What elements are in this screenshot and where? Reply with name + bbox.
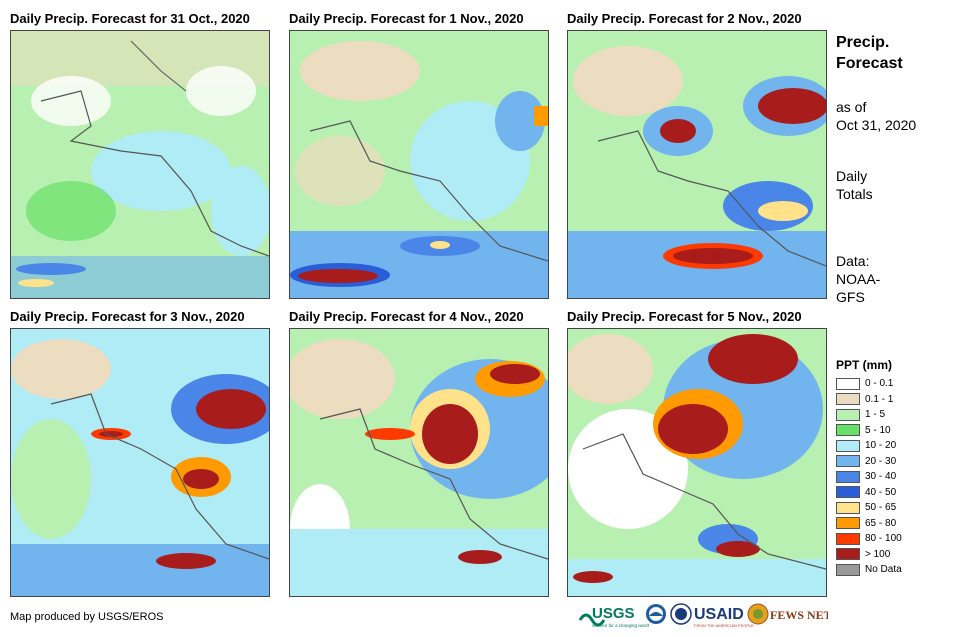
- legend-label: > 100: [865, 548, 891, 560]
- legend-swatch: [836, 393, 860, 406]
- legend-label: 30 - 40: [865, 471, 897, 483]
- legend-item: 80 - 100: [836, 531, 902, 547]
- legend-swatch: [836, 408, 860, 421]
- panel-title-nov5: Daily Precip. Forecast for 5 Nov., 2020: [567, 309, 802, 324]
- as-of-line2: Oct 31, 2020: [836, 117, 917, 133]
- legend-title: PPT (mm): [836, 358, 893, 372]
- map-panel-nov2: [567, 30, 827, 299]
- map-panel-oct31: [10, 30, 270, 299]
- svg-text:FEWS NET: FEWS NET: [770, 608, 828, 622]
- svg-text:USAID: USAID: [694, 606, 744, 623]
- svg-text:USGS: USGS: [592, 605, 635, 622]
- legend-label: 20 - 30: [865, 455, 897, 467]
- legend-label: 50 - 65: [865, 502, 897, 514]
- panel-title-nov2: Daily Precip. Forecast for 2 Nov., 2020: [567, 11, 802, 26]
- legend-swatch: [836, 377, 860, 390]
- usaid-seal: [670, 603, 692, 625]
- legend-swatch: [836, 517, 860, 530]
- as-of-line1: as of: [836, 99, 867, 115]
- legend-item: 0.1 - 1: [836, 392, 902, 408]
- map-panel-nov3: [10, 328, 270, 597]
- legend-swatch: [836, 424, 860, 437]
- legend-label: 40 - 50: [865, 486, 897, 498]
- legend-label: 5 - 10: [865, 424, 891, 436]
- legend-swatch: [836, 563, 860, 576]
- data-line3: GFS: [836, 289, 865, 305]
- usaid-logo: USAID FROM THE AMERICAN PEOPLE: [694, 606, 754, 628]
- legend-item: 0 - 0.1: [836, 376, 902, 392]
- svg-text:FROM THE AMERICAN PEOPLE: FROM THE AMERICAN PEOPLE: [694, 623, 754, 628]
- legend-swatch: [836, 439, 860, 452]
- legend-item: 5 - 10: [836, 423, 902, 439]
- legend-swatch: [836, 486, 860, 499]
- legend-swatch: [836, 470, 860, 483]
- legend-item: > 100: [836, 547, 902, 563]
- legend-label: 10 - 20: [865, 440, 897, 452]
- data-line1: Data:: [836, 253, 870, 269]
- map-panel-nov5: [567, 328, 827, 597]
- usgs-logo: USGS science for a changing world: [578, 605, 650, 628]
- panel-title-nov1: Daily Precip. Forecast for 1 Nov., 2020: [289, 11, 524, 26]
- legend-label: 80 - 100: [865, 533, 902, 545]
- credit-text: Map produced by USGS/EROS: [10, 611, 164, 623]
- legend-swatch: [836, 455, 860, 468]
- svg-text:science for a changing world: science for a changing world: [592, 623, 650, 628]
- legend-item: No Data: [836, 562, 902, 578]
- as-of-date: as of Oct 31, 2020: [836, 98, 916, 134]
- data-source: Data: NOAA- GFS: [836, 252, 880, 306]
- panel-title-oct31: Daily Precip. Forecast for 31 Oct., 2020: [10, 11, 250, 26]
- legend-item: 65 - 80: [836, 516, 902, 532]
- forecast-title: Precip. Forecast: [836, 32, 903, 74]
- legend-item: 50 - 65: [836, 500, 902, 516]
- legend-swatch: [836, 548, 860, 561]
- legend-label: 0 - 0.1: [865, 378, 894, 390]
- panel-title-nov3: Daily Precip. Forecast for 3 Nov., 2020: [10, 309, 245, 324]
- daily-totals: Daily Totals: [836, 167, 873, 203]
- noaa-logo: [646, 604, 666, 624]
- forecast-title-line2: Forecast: [836, 55, 903, 72]
- map-panel-nov1: [289, 30, 549, 299]
- legend-item: 20 - 30: [836, 454, 902, 470]
- legend-rows: 0 - 0.1 0.1 - 1 1 - 5 5 - 10 10 - 20 20 - 30 3…: [836, 376, 902, 578]
- daily-line2: Totals: [836, 186, 873, 202]
- legend-swatch: [836, 532, 860, 545]
- legend-label: 65 - 80: [865, 517, 897, 529]
- fewsnet-logo: FEWS NET: [747, 603, 832, 625]
- legend-label: 0.1 - 1: [865, 393, 894, 405]
- legend-item: 1 - 5: [836, 407, 902, 423]
- legend-label: 1 - 5: [865, 409, 886, 421]
- daily-line1: Daily: [836, 168, 868, 184]
- legend: PPT (mm) 0 - 0.1 0.1 - 1 1 - 5 5 - 10 10 - 2…: [836, 358, 902, 578]
- legend-label: No Data: [865, 564, 902, 576]
- legend-swatch: [836, 501, 860, 514]
- panel-title-nov4: Daily Precip. Forecast for 4 Nov., 2020: [289, 309, 524, 324]
- map-panel-nov4: [289, 328, 549, 597]
- forecast-title-line1: Precip.: [836, 34, 890, 51]
- data-line2: NOAA-: [836, 271, 881, 287]
- partner-logos: USGS science for a changing world USAID …: [578, 600, 832, 632]
- legend-item: 40 - 50: [836, 485, 902, 501]
- legend-item: 30 - 40: [836, 469, 902, 485]
- legend-item: 10 - 20: [836, 438, 902, 454]
